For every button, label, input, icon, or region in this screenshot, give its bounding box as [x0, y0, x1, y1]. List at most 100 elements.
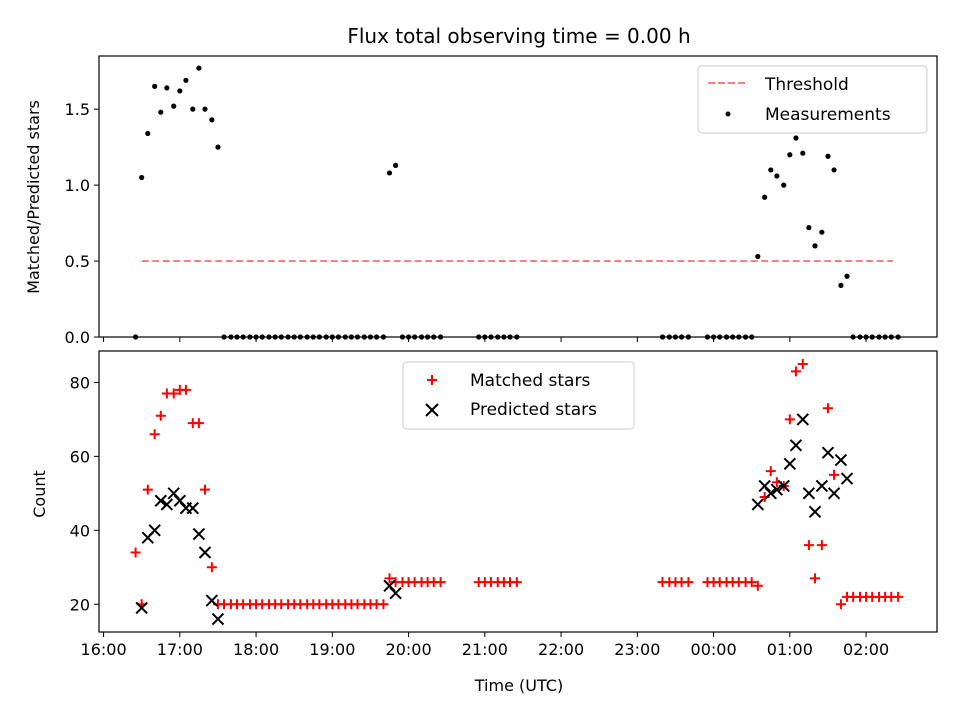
measurement-point	[800, 150, 806, 156]
measurement-point	[755, 253, 761, 260]
x-tick-label: 00:00	[691, 640, 737, 659]
predicted-star-point	[796, 413, 810, 426]
predicted-star-point	[815, 479, 829, 493]
count-x-ticks: 16:00 17:00 18:00 19:00 20:00 21:00 22:00 23:00…	[81, 632, 889, 659]
measurement-point	[831, 167, 837, 173]
matched-star-point	[142, 484, 153, 495]
x-tick-label: 21:00	[462, 640, 508, 659]
predicted-star-point	[802, 487, 816, 500]
threshold-legend-label: Threshold	[764, 75, 849, 95]
measurement-point	[812, 243, 818, 249]
predicted-legend-swatch	[425, 403, 439, 417]
measurement-point	[793, 135, 799, 141]
matched-star-point	[816, 540, 827, 551]
count-y-tick-label: 80	[70, 373, 90, 392]
predicted-star-point	[154, 494, 167, 507]
ratio-legend-box	[697, 65, 928, 134]
predicted-star-point	[821, 446, 835, 459]
predicted-star-point	[751, 498, 765, 511]
matched-star-point	[797, 358, 808, 369]
predicted-star-point	[764, 487, 777, 500]
measurement-point	[139, 174, 145, 181]
predicted-star-point	[783, 457, 797, 470]
ratio-y-tick-label: 0.5	[65, 252, 90, 271]
matched-star-point	[130, 547, 141, 558]
measurement-point	[183, 77, 189, 83]
measurement-point	[838, 282, 844, 288]
count-legend: Matched stars Predicted stars	[402, 361, 635, 430]
matched-star-point	[829, 469, 840, 480]
x-tick-label: 20:00	[386, 640, 432, 659]
predicted-star-point	[160, 498, 174, 511]
matched-legend-label: Matched stars	[470, 371, 590, 391]
predicted-legend-label: Predicted stars	[470, 400, 597, 420]
predicted-star-point	[135, 601, 148, 615]
predicted-star-point	[770, 483, 784, 496]
predicted-star-point	[777, 479, 790, 493]
matched-star-point	[384, 573, 395, 584]
measurement-point	[781, 182, 787, 188]
count-axes-frame	[98, 350, 938, 633]
matched-star-point	[199, 484, 210, 495]
matched-star-point	[803, 540, 814, 551]
measurement-point	[844, 273, 850, 279]
matched-star-point	[378, 599, 389, 610]
x-tick-label: 16:00	[81, 640, 127, 659]
measurement-point	[393, 162, 399, 168]
matched-star-point	[822, 403, 833, 414]
count-y-axis-label: Count	[30, 470, 49, 518]
matched-star-point	[784, 414, 795, 425]
predicted-star-point	[198, 546, 212, 559]
matched-star-point	[683, 577, 694, 588]
matched-star-point	[180, 384, 191, 395]
measurement-point	[768, 167, 774, 173]
predicted-star-point	[192, 527, 206, 541]
predicted-star-point	[211, 612, 225, 626]
measurement-point	[215, 144, 221, 150]
measurement-point	[787, 152, 793, 158]
x-tick-label: 23:00	[614, 640, 660, 659]
ratio-plot-area	[133, 65, 901, 340]
predicted-star-point	[840, 472, 854, 485]
measurements-legend-label: Measurements	[765, 105, 891, 125]
matched-star-point	[746, 577, 757, 588]
ratio-axes-frame	[98, 55, 938, 338]
ratio-y-tick-label: 0.0	[65, 328, 90, 347]
matched-star-point	[435, 577, 446, 588]
matched-star-point	[835, 599, 846, 610]
matched-star-point	[765, 466, 776, 477]
predicted-star-point	[789, 439, 803, 452]
matched-star-point	[893, 591, 904, 602]
measurement-point	[158, 109, 164, 115]
measurement-point	[196, 65, 202, 71]
ratio-y-ticks: 0.0 0.5 1.0 1.5	[65, 100, 99, 347]
matched-star-point	[149, 429, 160, 440]
x-tick-label: 02:00	[843, 640, 889, 659]
count-y-tick-label: 40	[70, 521, 90, 540]
predicted-star-point	[808, 505, 822, 519]
count-y-tick-label: 20	[70, 595, 90, 614]
matched-star-point	[193, 418, 204, 429]
ratio-legend: Threshold Measurements	[697, 65, 928, 134]
predicted-star-point	[827, 487, 841, 500]
matched-star-point	[790, 366, 801, 377]
predicted-star-point	[389, 586, 402, 600]
matched-star-point	[752, 580, 763, 591]
x-tick-label: 18:00	[233, 640, 279, 659]
measurement-point	[825, 153, 831, 159]
predicted-star-point	[186, 501, 199, 515]
matched-star-point	[155, 410, 166, 421]
matched-star-point	[511, 577, 522, 588]
matched-legend-swatch	[427, 375, 437, 385]
measurement-point	[806, 225, 812, 231]
measurement-point	[164, 85, 170, 91]
ratio-y-tick-label: 1.0	[65, 176, 90, 195]
measurement-point	[190, 106, 196, 112]
x-tick-label: 01:00	[767, 640, 813, 659]
count-plot-area	[130, 358, 904, 626]
measurement-point	[171, 103, 177, 109]
ratio-y-axis-label: Matched/Predicted stars	[24, 100, 43, 294]
measurement-point	[386, 170, 393, 176]
measurement-point	[774, 173, 780, 179]
x-tick-label: 19:00	[309, 640, 355, 659]
